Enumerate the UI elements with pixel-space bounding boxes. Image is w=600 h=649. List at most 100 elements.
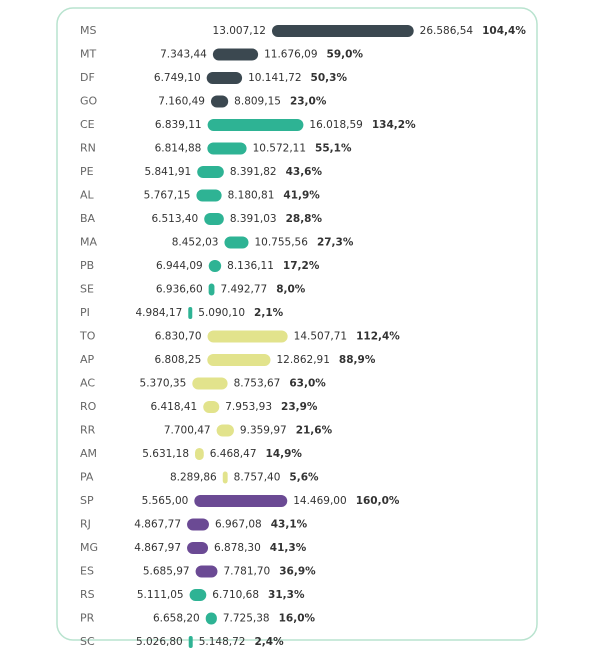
bar: [189, 589, 207, 601]
change-label: 63,0%: [289, 378, 326, 390]
category-label: MT: [80, 48, 96, 61]
start-label: 4.867,77: [134, 519, 181, 531]
bar: [195, 448, 204, 460]
category-label: AC: [80, 377, 95, 390]
bar: [188, 307, 193, 319]
category-label: MA: [80, 236, 97, 249]
bar: [222, 471, 228, 484]
bar: [206, 72, 243, 84]
bar: [205, 612, 217, 625]
start-label: 5.631,18: [142, 448, 189, 460]
start-label: 5.841,91: [144, 166, 191, 178]
change-label: 112,4%: [356, 331, 400, 343]
end-label: 9.359,97: [240, 425, 287, 437]
start-label: 5.767,15: [144, 190, 191, 202]
start-label: 5.026,80: [136, 636, 183, 648]
bar: [210, 95, 229, 108]
category-label: MG: [80, 541, 98, 554]
bar: [207, 119, 304, 131]
end-label: 10.755,56: [254, 237, 308, 249]
end-label: 6.967,08: [215, 519, 262, 531]
start-label: 7.160,49: [158, 96, 205, 108]
change-label: 27,3%: [317, 237, 354, 249]
end-label: 11.676,09: [264, 49, 317, 61]
category-label: PA: [80, 471, 94, 484]
category-label: TO: [79, 330, 96, 343]
category-label: SC: [80, 635, 95, 648]
end-label: 16.018,59: [309, 119, 362, 131]
change-label: 36,9%: [279, 566, 316, 578]
start-label: 6.814,88: [155, 143, 202, 155]
category-label: PB: [80, 259, 94, 272]
end-label: 6.468,47: [210, 448, 257, 460]
start-label: 5.111,05: [137, 589, 184, 601]
category-label: SE: [80, 283, 94, 296]
category-label: AM: [80, 447, 97, 460]
change-label: 23,9%: [281, 401, 318, 413]
bar: [208, 260, 222, 272]
end-label: 14.469,00: [293, 495, 346, 507]
end-label: 8.757,40: [234, 472, 281, 484]
category-label: CE: [80, 118, 95, 131]
end-label: 26.586,54: [420, 25, 474, 37]
start-label: 7.700,47: [164, 425, 211, 437]
start-label: 8.289,86: [170, 472, 217, 484]
start-label: 5.370,35: [140, 378, 187, 390]
start-label: 6.749,10: [154, 72, 201, 84]
category-label: MS: [80, 24, 96, 37]
change-label: 88,9%: [339, 354, 376, 366]
end-label: 8.391,82: [230, 166, 277, 178]
start-label: 8.452,03: [172, 237, 219, 249]
change-label: 21,6%: [296, 425, 333, 437]
bar: [188, 636, 193, 648]
change-label: 16,0%: [279, 613, 316, 625]
bar: [203, 401, 220, 413]
category-label: RR: [80, 424, 96, 437]
category-label: PR: [80, 612, 95, 625]
end-label: 6.878,30: [214, 542, 261, 554]
start-label: 4.867,97: [134, 542, 181, 554]
category-label: RO: [80, 400, 97, 413]
bar: [187, 518, 209, 531]
bar: [197, 166, 224, 178]
category-label: ES: [80, 565, 94, 578]
bar: [216, 424, 234, 437]
start-label: 5.685,97: [143, 566, 190, 578]
change-label: 2,4%: [254, 636, 284, 648]
end-label: 7.781,70: [223, 566, 270, 578]
category-label: RN: [80, 142, 96, 155]
category-label: RJ: [80, 518, 91, 531]
change-label: 55,1%: [315, 143, 352, 155]
category-label: AP: [80, 353, 95, 366]
bar: [192, 377, 228, 390]
change-label: 23,0%: [290, 96, 327, 108]
end-label: 7.725,38: [223, 613, 270, 625]
end-label: 10.141,72: [248, 72, 301, 84]
end-label: 7.492,77: [220, 284, 267, 296]
end-label: 14.507,71: [294, 331, 347, 343]
start-label: 6.658,20: [153, 613, 200, 625]
end-label: 8.136,11: [227, 260, 274, 272]
frame: [56, 7, 538, 641]
change-label: 14,9%: [266, 448, 303, 460]
start-label: 6.936,60: [156, 284, 203, 296]
end-label: 7.953,93: [225, 401, 272, 413]
change-label: 50,3%: [311, 72, 348, 84]
end-label: 8.391,03: [230, 213, 277, 225]
category-label: PE: [80, 165, 94, 178]
bar: [187, 542, 209, 554]
change-label: 31,3%: [268, 589, 305, 601]
category-label: BA: [80, 212, 96, 225]
change-label: 41,3%: [270, 542, 307, 554]
start-label: 6.839,11: [155, 119, 202, 131]
change-label: 8,0%: [276, 284, 306, 296]
bar: [204, 213, 224, 225]
change-label: 41,9%: [283, 190, 320, 202]
start-label: 6.418,41: [150, 401, 197, 413]
change-label: 17,2%: [283, 260, 320, 272]
bar: [207, 330, 288, 343]
change-label: 104,4%: [482, 25, 526, 37]
end-label: 5.148,72: [199, 636, 246, 648]
start-label: 6.830,70: [155, 331, 202, 343]
